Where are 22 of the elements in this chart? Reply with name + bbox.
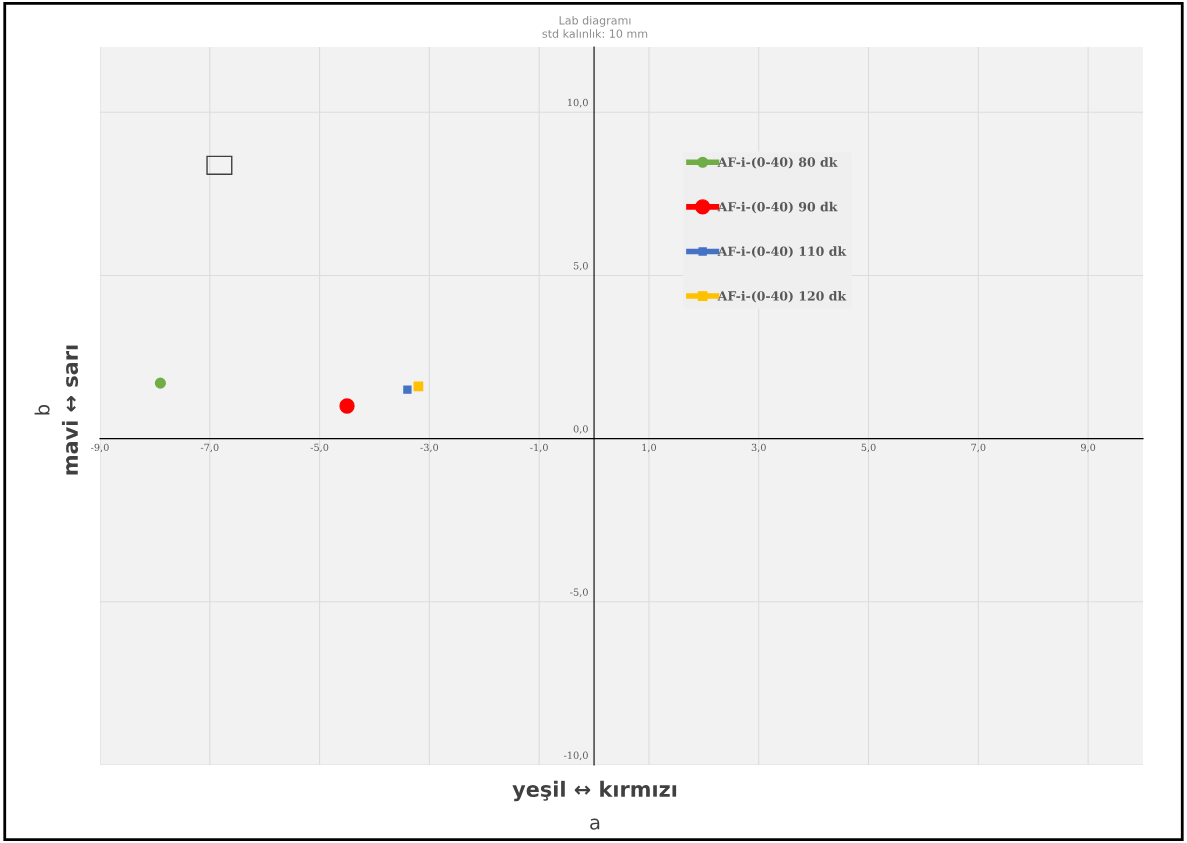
legend-label: AF-i-(0-40) 80 dk bbox=[717, 157, 838, 169]
y-tick-label: 5,0 bbox=[573, 262, 588, 271]
x-tick-label: 1,0 bbox=[642, 443, 657, 453]
x-tick-label: -1,0 bbox=[530, 443, 548, 453]
y-tick-label: 10,0 bbox=[568, 98, 588, 108]
x-tick-label: -3,0 bbox=[420, 443, 439, 453]
legend-label: AF-i-(0-40) 110 dk bbox=[717, 246, 847, 258]
x-tick-label: 5,0 bbox=[861, 443, 876, 453]
legend-label: AF-i-(0-40) 90 dk bbox=[717, 201, 838, 214]
chart-title: Lab diagramı std kalınlık: 10 mm bbox=[542, 15, 648, 38]
x-tick-label: 3,0 bbox=[751, 443, 766, 453]
y-tick-label: -10,0 bbox=[563, 751, 588, 761]
y-axis-title: mavi ↔ sarı b bbox=[34, 345, 79, 475]
x-tick-label: 7,0 bbox=[971, 443, 986, 453]
x-tick-label: -7,0 bbox=[200, 443, 219, 453]
x-tick-label: -9,0 bbox=[91, 443, 109, 453]
legend-label: AF-i-(0-40) 120 dk bbox=[717, 290, 847, 303]
x-axis-title: yeşil ↔ kırmızı a bbox=[512, 780, 677, 830]
y-tick-label: 0,0 bbox=[573, 425, 588, 434]
x-tick-label: 9,0 bbox=[1080, 443, 1096, 453]
y-tick-label: -5,0 bbox=[570, 588, 588, 597]
x-tick-label: -5,0 bbox=[310, 443, 329, 453]
